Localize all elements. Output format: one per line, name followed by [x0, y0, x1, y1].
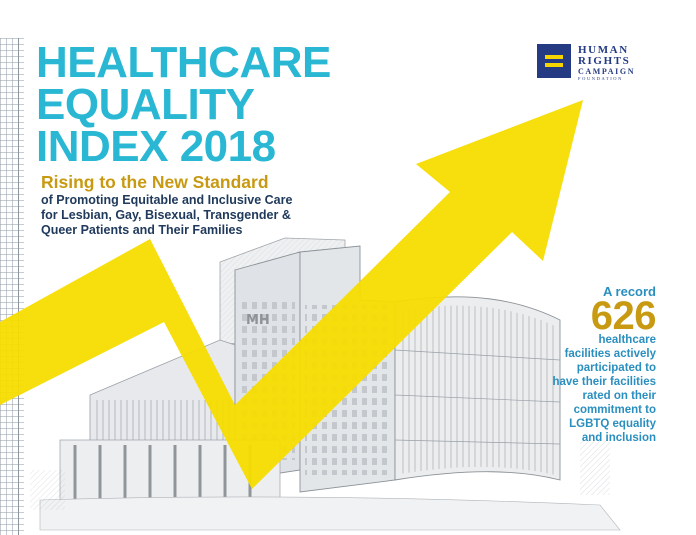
callout-line: have their facilities [552, 376, 656, 388]
report-subtitle: Rising to the New Standard [41, 172, 269, 192]
logo-line-campaign: CAMPAIGN [578, 67, 636, 76]
graph-paper-rule [18, 38, 19, 535]
callout-number: 626 [590, 294, 657, 338]
logo-line-rights: RIGHTS [578, 55, 631, 67]
callout-line: and inclusion [581, 432, 656, 444]
rising-arrow [0, 100, 583, 489]
graph-paper-strip [0, 38, 24, 535]
equality-bar-bottom [545, 63, 563, 67]
callout-line: participated to [576, 362, 656, 374]
logo-wordmark: HUMAN RIGHTS CAMPAIGN FOUNDATION [578, 45, 635, 82]
callout-line: LGBTQ equality [569, 418, 656, 430]
callout-line: commitment to [573, 404, 656, 416]
logo-line-human: HUMAN [578, 44, 629, 56]
description-line: of Promoting Equitable and Inclusive Car… [41, 193, 293, 207]
title-line: HEALTHCARE [36, 38, 331, 87]
svg-text:MH: MH [246, 313, 270, 328]
callout-line: facilities actively [564, 348, 656, 360]
report-title: HEALTHCARE EQUALITY INDEX 2018 [36, 38, 331, 171]
equality-bar-top [545, 55, 563, 59]
title-line: EQUALITY [36, 80, 255, 129]
callout-line: rated on their [582, 390, 656, 402]
callout-lead: A record [603, 284, 656, 299]
description-line: for Lesbian, Gay, Bisexual, Transgender … [41, 208, 291, 222]
callout-line: healthcare [598, 334, 656, 346]
callout-text: healthcare facilities actively participa… [552, 333, 656, 445]
logo-line-foundation: FOUNDATION [578, 76, 623, 81]
report-description: of Promoting Equitable and Inclusive Car… [41, 193, 292, 238]
equality-icon [537, 44, 571, 78]
description-line: Queer Patients and Their Families [41, 223, 243, 237]
participation-callout: A record 626 healthcare facilities activ… [552, 284, 656, 445]
title-line: INDEX 2018 [36, 122, 276, 171]
hrc-foundation-logo: HUMAN RIGHTS CAMPAIGN FOUNDATION [537, 44, 655, 86]
